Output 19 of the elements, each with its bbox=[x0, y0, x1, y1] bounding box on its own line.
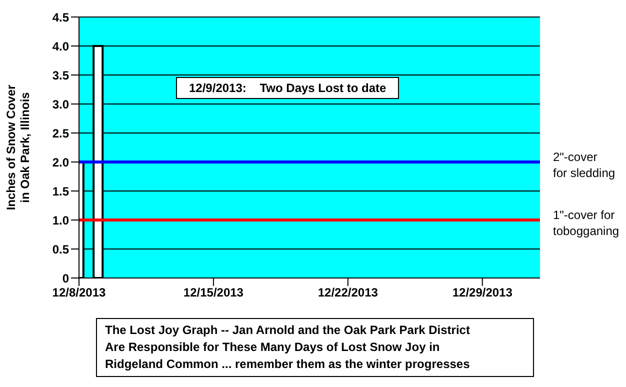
x-tick-label: 12/22/2013 bbox=[318, 286, 378, 300]
y-axis-title: Inches of Snow Cover in Oak Park, Illinois bbox=[4, 84, 32, 210]
y-tick-label: 3.0 bbox=[52, 97, 70, 112]
y-tick-label: 4.0 bbox=[52, 39, 70, 54]
y-tick-label: 0.5 bbox=[52, 242, 70, 256]
x-tick-label: 12/8/2013 bbox=[52, 286, 106, 300]
annotation: 12/9/2013: Two Days Lost to date bbox=[176, 77, 400, 99]
y-tick-label: 0 bbox=[62, 271, 70, 286]
y-tick-label: 2.5 bbox=[52, 126, 70, 140]
y-tick-label: 1.0 bbox=[52, 213, 70, 228]
y-tick-label: 2.0 bbox=[52, 155, 70, 170]
x-tick-label: 12/15/2013 bbox=[183, 286, 244, 300]
y-tick-label: 3.5 bbox=[52, 68, 70, 82]
y-tick-label: 1.5 bbox=[52, 184, 70, 198]
ref-line-label: 1"-cover for tobogganing bbox=[553, 208, 620, 238]
x-tick-label: 12/29/2013 bbox=[452, 286, 513, 300]
y-tick-label: 4.5 bbox=[52, 10, 70, 24]
text: The Lost Joy Graph -- Jan Arnold and the Oak Park Park District Are Responsible for These Many Days of Lost Snow Joy in Ridgeland Common ... remember them as the winter progresses bbox=[96, 318, 534, 377]
ref-line-label: 2"-cover for sledding bbox=[553, 150, 616, 180]
